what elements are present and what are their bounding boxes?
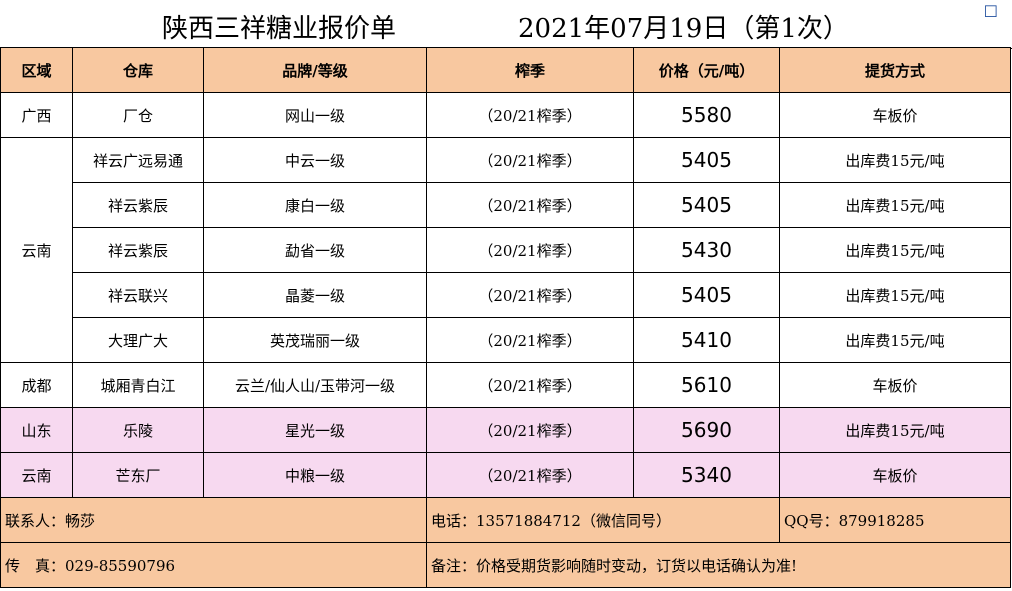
- table-row: 祥云紫辰 康白一级 （20/21榨季） 5405 出库费15元/吨: [1, 182, 1011, 228]
- delivery-cell: 出库费15元/吨: [779, 407, 1011, 453]
- table-row: 云南 芒东厂 中粮一级 （20/21榨季） 5340 车板价: [0, 452, 1011, 498]
- price-table: 区域 仓库 品牌/等级 榨季 价格（元/吨） 提货方式 广西 厂仓 网山一级 （…: [0, 47, 1011, 588]
- footer-row: 传 真：029-85590796 备注：价格受期货影响随时变动，订货以电话确认为…: [0, 542, 1011, 588]
- brand-cell: 英茂瑞丽一级: [203, 317, 427, 363]
- warehouse-cell: 祥云紫辰: [72, 227, 204, 273]
- price-cell: 5340: [633, 452, 780, 498]
- col-warehouse: 仓库: [72, 47, 204, 93]
- season-cell: （20/21榨季）: [426, 92, 634, 138]
- warehouse-cell: 芒东厂: [72, 452, 204, 498]
- brand-cell: 云兰/仙人山/玉带河一级: [203, 362, 427, 408]
- warehouse-cell: 乐陵: [72, 407, 204, 453]
- season-cell: （20/21榨季）: [426, 137, 634, 183]
- price-cell: 5405: [633, 137, 780, 183]
- warehouse-cell: 厂仓: [72, 92, 204, 138]
- delivery-cell: 出库费15元/吨: [779, 137, 1011, 183]
- delivery-cell: 车板价: [779, 92, 1011, 138]
- note-cell: 备注：价格受期货影响随时变动，订货以电话确认为准!: [426, 542, 1011, 588]
- footer-row: 联系人：畅莎 电话：13571884712（微信同号） QQ号：87991828…: [0, 497, 1011, 543]
- brand-cell: 中粮一级: [203, 452, 427, 498]
- price-cell: 5430: [633, 227, 780, 273]
- season-cell: （20/21榨季）: [426, 227, 634, 273]
- sheet-title: 陕西三祥糖业报价单: [162, 14, 397, 44]
- qq-cell: QQ号：879918285: [779, 497, 1011, 543]
- price-cell: 5580: [633, 92, 780, 138]
- price-cell: 5410: [633, 317, 780, 363]
- warehouse-cell: 城厢青白江: [72, 362, 204, 408]
- col-brand: 品牌/等级: [203, 47, 427, 93]
- season-cell: （20/21榨季）: [426, 362, 634, 408]
- phone-cell: 电话：13571884712（微信同号）: [426, 497, 780, 543]
- brand-cell: 星光一级: [203, 407, 427, 453]
- warehouse-cell: 祥云广远易通: [72, 137, 204, 183]
- price-cell: 5610: [633, 362, 780, 408]
- brand-cell: 网山一级: [203, 92, 427, 138]
- brand-cell: 勐省一级: [203, 227, 427, 273]
- delivery-cell: 车板价: [779, 452, 1011, 498]
- warehouse-cell: 大理广大: [72, 317, 204, 363]
- region-cell: 云南: [0, 137, 73, 363]
- region-cell: 山东: [0, 407, 73, 453]
- title-bar: 陕西三祥糖业报价单 2021年07月19日（第1次） ☐: [0, 0, 1012, 49]
- delivery-cell: 出库费15元/吨: [779, 227, 1011, 273]
- table-row: 山东 乐陵 星光一级 （20/21榨季） 5690 出库费15元/吨: [0, 407, 1011, 453]
- warehouse-cell: 祥云紫辰: [72, 182, 204, 228]
- brand-cell: 中云一级: [203, 137, 427, 183]
- delivery-cell: 出库费15元/吨: [779, 317, 1011, 363]
- col-region: 区域: [0, 47, 73, 93]
- fax-cell: 传 真：029-85590796: [0, 542, 427, 588]
- brand-cell: 晶菱一级: [203, 272, 427, 318]
- warehouse-cell: 祥云联兴: [72, 272, 204, 318]
- table-row: 祥云联兴 晶菱一级 （20/21榨季） 5405 出库费15元/吨: [1, 272, 1011, 318]
- table-row: 云南 祥云广远易通 中云一级 （20/21榨季） 5405 出库费15元/吨: [0, 137, 1011, 363]
- table-row: 祥云紫辰 勐省一级 （20/21榨季） 5430 出库费15元/吨: [1, 227, 1011, 273]
- season-cell: （20/21榨季）: [426, 182, 634, 228]
- price-cell: 5405: [633, 272, 780, 318]
- contact-cell: 联系人：畅莎: [0, 497, 427, 543]
- season-cell: （20/21榨季）: [426, 272, 634, 318]
- col-season: 榨季: [426, 47, 634, 93]
- header-row: 区域 仓库 品牌/等级 榨季 价格（元/吨） 提货方式: [0, 47, 1011, 93]
- table-row: 成都 城厢青白江 云兰/仙人山/玉带河一级 （20/21榨季） 5610 车板价: [0, 362, 1011, 408]
- sheet-date: 2021年07月19日（第1次）: [518, 14, 849, 44]
- brand-cell: 康白一级: [203, 182, 427, 228]
- region-cell: 广西: [0, 92, 73, 138]
- delivery-cell: 出库费15元/吨: [779, 272, 1011, 318]
- checkbox-icon: ☐: [983, 2, 998, 21]
- delivery-cell: 车板价: [779, 362, 1011, 408]
- col-price: 价格（元/吨）: [633, 47, 780, 93]
- delivery-cell: 出库费15元/吨: [779, 182, 1011, 228]
- table-row: 大理广大 英茂瑞丽一级 （20/21榨季） 5410 出库费15元/吨: [1, 317, 1011, 363]
- price-cell: 5405: [633, 182, 780, 228]
- table-row: 广西 厂仓 网山一级 （20/21榨季） 5580 车板价: [0, 92, 1011, 138]
- season-cell: （20/21榨季）: [426, 317, 634, 363]
- season-cell: （20/21榨季）: [426, 407, 634, 453]
- price-cell: 5690: [633, 407, 780, 453]
- region-cell: 云南: [0, 452, 73, 498]
- col-delivery: 提货方式: [779, 47, 1011, 93]
- season-cell: （20/21榨季）: [426, 452, 634, 498]
- region-cell: 成都: [0, 362, 73, 408]
